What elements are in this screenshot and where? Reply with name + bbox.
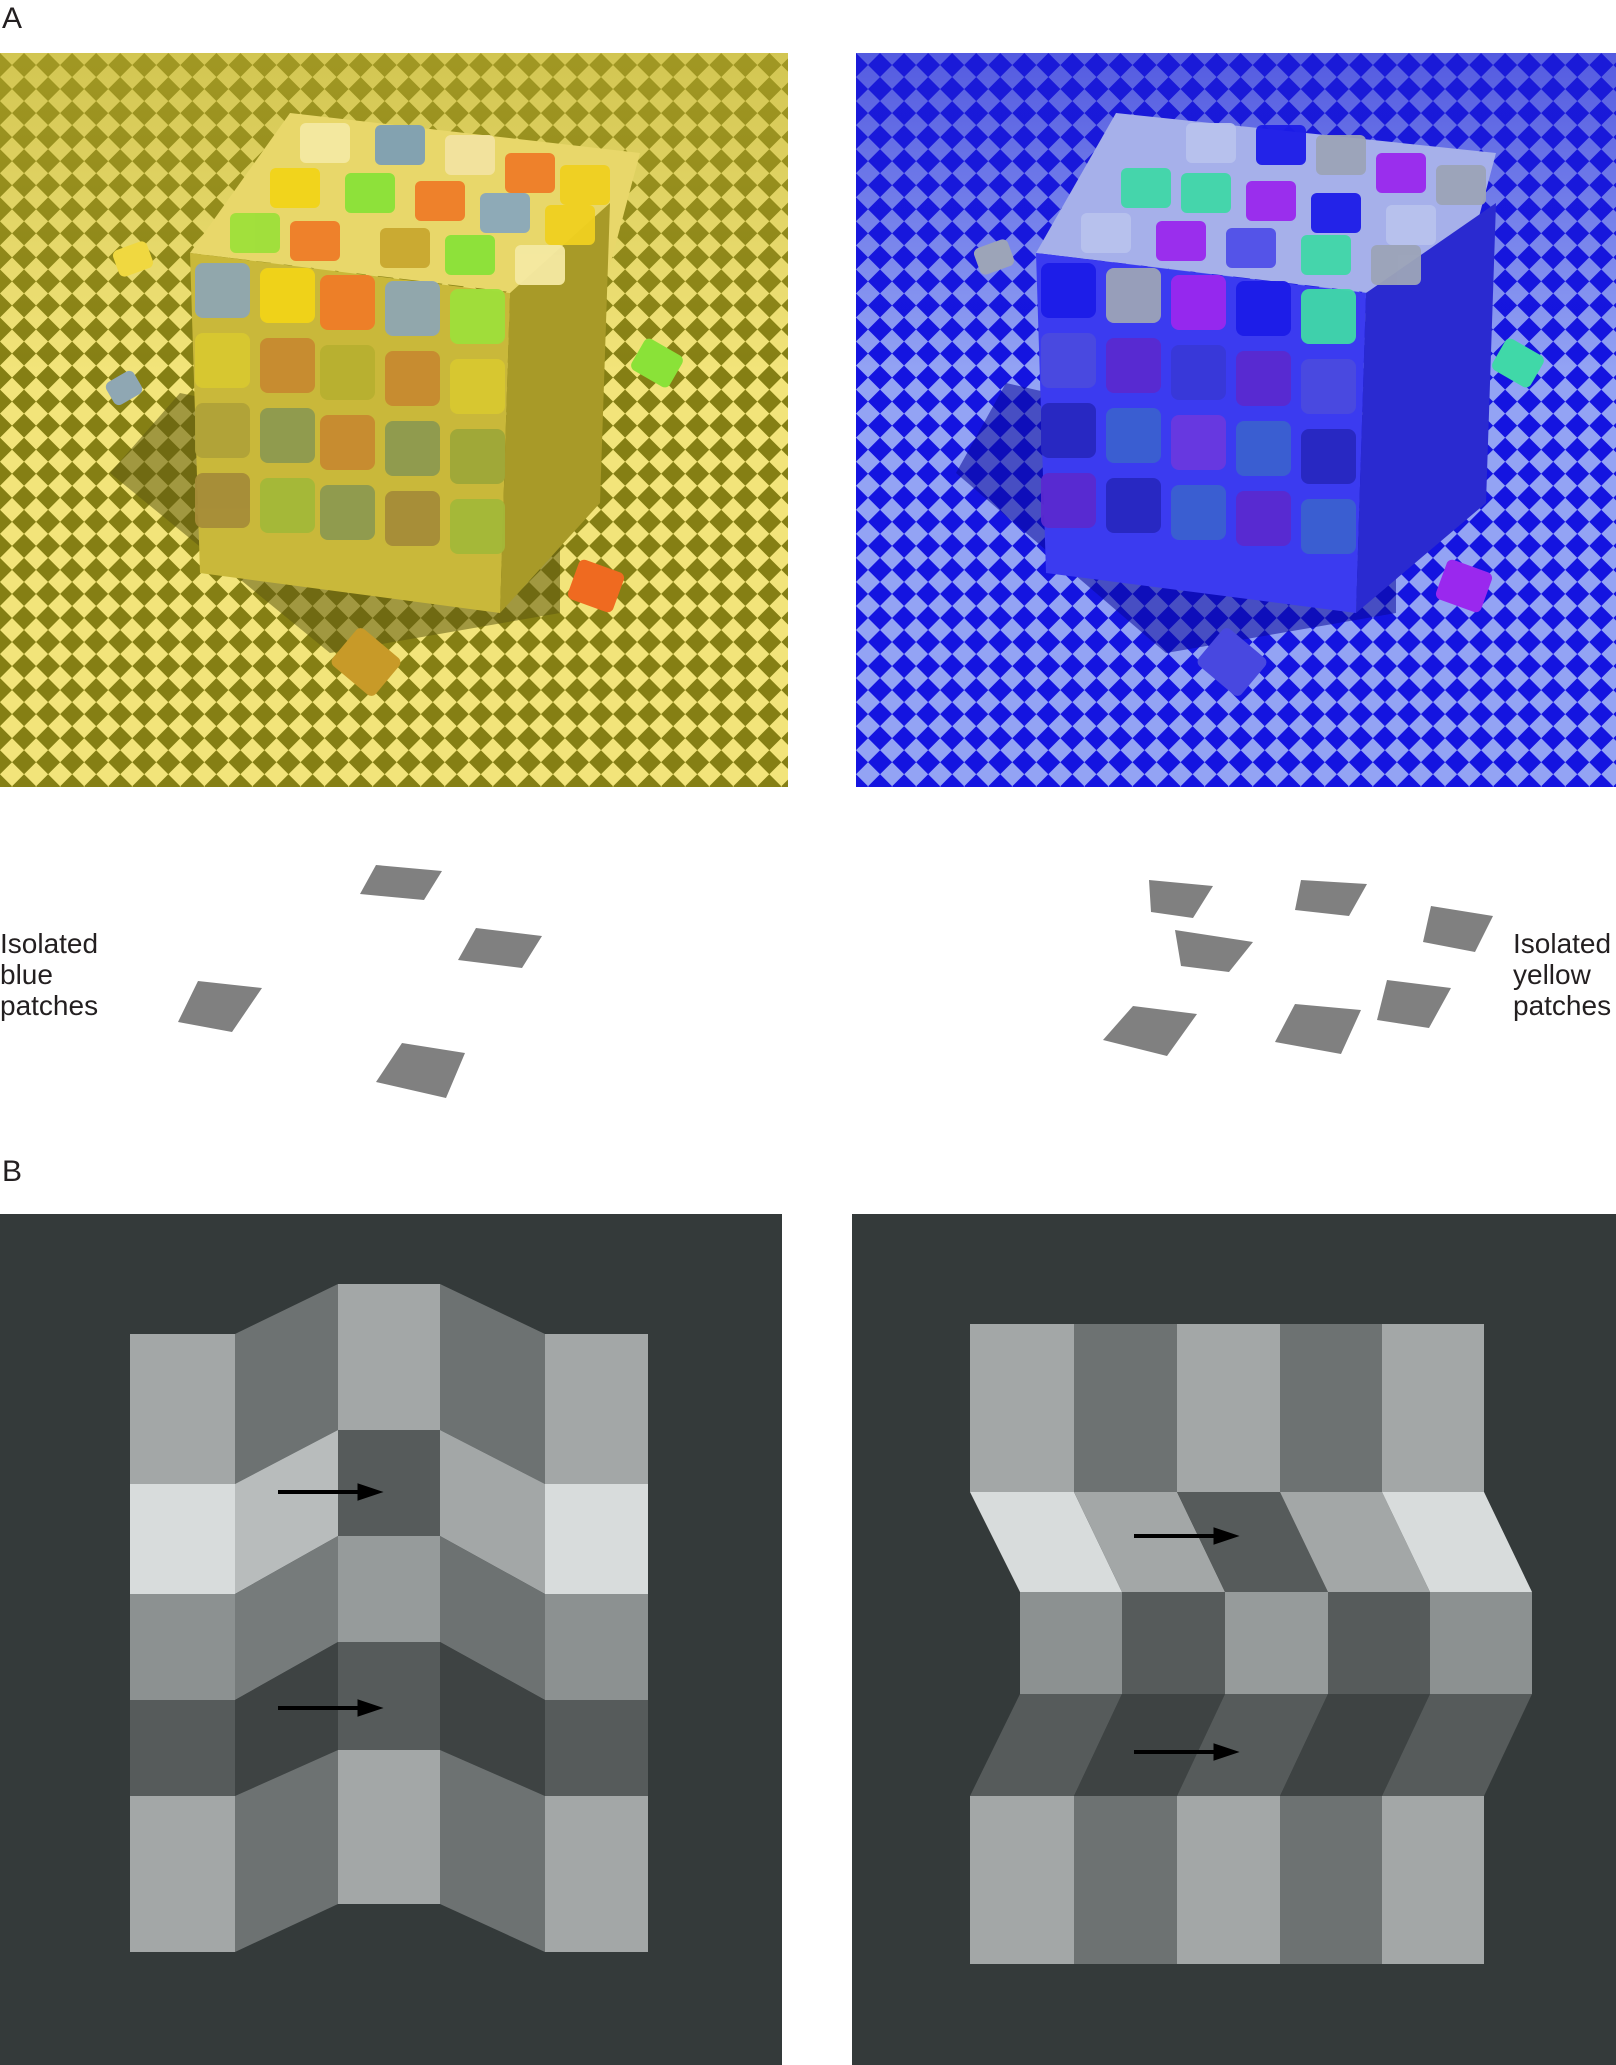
caption-line: Isolated <box>0 928 99 959</box>
gray-patch <box>1377 980 1451 1028</box>
cube-tiles <box>195 123 610 554</box>
loose-tile <box>1492 338 1544 388</box>
yellow-cube-image <box>0 53 788 787</box>
horizontal-fold-illusion <box>852 1214 1616 2065</box>
vertical-fold-illusion <box>0 1214 782 2065</box>
caption-line: yellow <box>1513 959 1591 990</box>
arrow-icon <box>278 1483 384 1501</box>
right-patches-caption: Isolated yellow patches <box>1513 928 1616 1021</box>
isolated-blue-patches <box>178 865 542 1098</box>
gray-patch <box>1103 1006 1197 1056</box>
loose-tile <box>1197 628 1267 696</box>
loose-tile <box>567 559 625 613</box>
caption-line: blue <box>0 959 53 990</box>
folded-checkerboard <box>130 1284 648 1952</box>
folded-checkerboard <box>970 1324 1532 1964</box>
gray-patch <box>1295 880 1367 916</box>
panel-a-label: A <box>2 2 23 35</box>
cube-right-face <box>1356 203 1496 613</box>
isolated-yellow-patches <box>1103 880 1493 1056</box>
cube-right-face <box>500 203 610 613</box>
cube-tiles <box>1041 123 1486 554</box>
gray-patch <box>178 981 262 1032</box>
arrow-icon <box>278 1699 384 1717</box>
blue-cube-image <box>856 53 1616 787</box>
gray-patch <box>1275 1004 1361 1054</box>
loose-tile <box>105 370 143 406</box>
left-patches-caption: Isolated blue patches <box>0 928 110 1021</box>
loose-tile <box>1435 559 1493 613</box>
caption-line: patches <box>1513 990 1612 1021</box>
caption-line: patches <box>0 990 99 1021</box>
gray-patch <box>1175 930 1253 972</box>
gray-patch <box>360 865 442 900</box>
arrow-icon <box>1134 1743 1240 1761</box>
gray-patch <box>1149 880 1213 918</box>
gray-patch <box>376 1043 465 1098</box>
gray-patch <box>458 928 542 968</box>
gray-patch <box>1423 906 1493 952</box>
arrow-icon <box>1134 1527 1240 1545</box>
caption-line: Isolated <box>1513 928 1612 959</box>
loose-tile <box>112 241 154 277</box>
loose-tile <box>331 628 401 696</box>
panel-b-label: B <box>2 1155 23 1188</box>
loose-tile <box>631 338 683 388</box>
loose-tile <box>973 239 1015 275</box>
